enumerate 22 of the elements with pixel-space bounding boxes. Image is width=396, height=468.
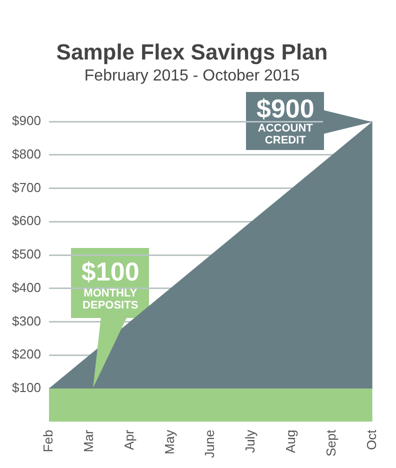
x-tick-label: Oct — [364, 429, 379, 450]
annotation: $100 MONTHLY DEPOSITS — [81, 256, 140, 312]
annotation: $900 ACCOUNT CREDIT — [256, 94, 314, 147]
y-tick-label: $100 — [12, 380, 41, 396]
x-tick-label: July — [242, 429, 258, 453]
y-tick-label: $800 — [12, 146, 41, 162]
x-tick-label: June — [202, 430, 218, 458]
x-tick-label: Feb — [40, 430, 56, 452]
y-tick-label: $400 — [12, 280, 41, 295]
x-tick-label: Sept — [324, 429, 339, 457]
y-tick-label: $900 — [12, 113, 41, 128]
y-tick-label: $500 — [12, 246, 41, 262]
x-tick-label: Apr — [121, 429, 136, 450]
x-tick-label: Mar — [80, 429, 96, 452]
x-tick-label: May — [162, 429, 177, 454]
y-tick-label: $700 — [12, 180, 41, 195]
y-tick-label: $600 — [12, 213, 41, 228]
chart-subtitle: February 2015 - October 2015 — [84, 67, 300, 84]
chart-title: Sample Flex Savings Plan — [56, 39, 328, 64]
y-tick-label: $200 — [12, 346, 41, 362]
x-tick-label: Aug — [283, 430, 298, 453]
y-tick-label: $300 — [12, 313, 41, 328]
